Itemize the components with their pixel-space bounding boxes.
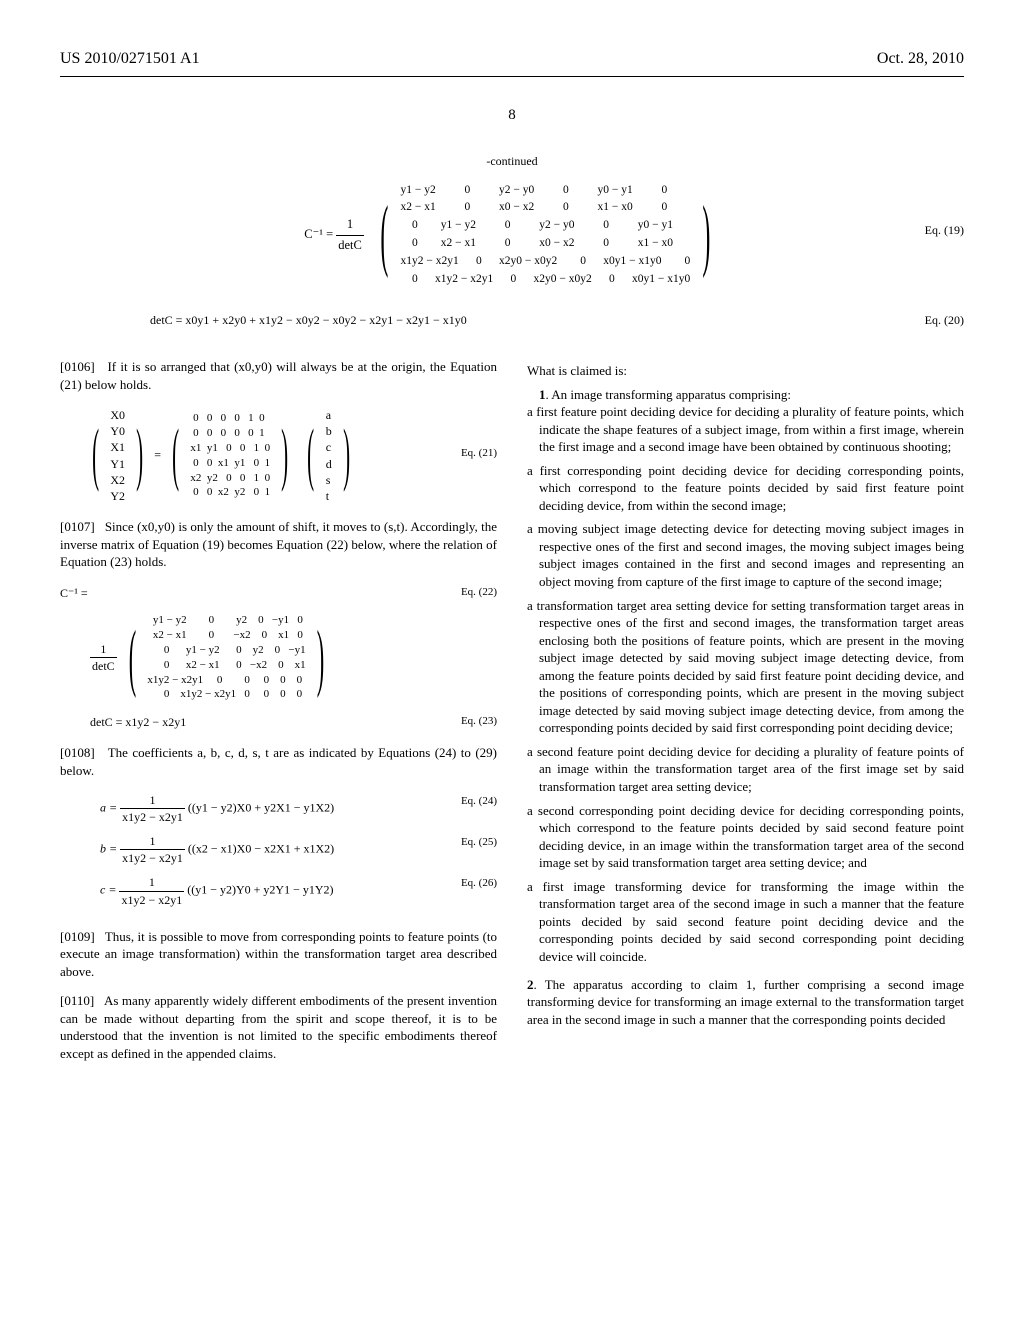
- publication-number: US 2010/0271501 A1: [60, 50, 200, 68]
- claim-2: 2. The apparatus according to claim 1, f…: [527, 976, 964, 1029]
- eq19-label: Eq. (19): [925, 223, 964, 238]
- claims-intro: What is claimed is:: [527, 362, 964, 380]
- header-rule: [60, 76, 964, 77]
- page-header: US 2010/0271501 A1 Oct. 28, 2010: [60, 50, 964, 68]
- para-0109: [0109] Thus, it is possible to move from…: [60, 928, 497, 981]
- equation-25: b = 1x1y2 − x2y1 ((x2 − x1)X0 − x2X1 + x…: [100, 833, 497, 866]
- para-0108: [0108] The coefficients a, b, c, d, s, t…: [60, 744, 497, 779]
- left-column: [0106] If it is so arranged that (x0,y0)…: [60, 358, 497, 1075]
- claim-1e: a second feature point deciding device f…: [527, 743, 964, 796]
- claim-1c: a moving subject image detecting device …: [527, 520, 964, 590]
- equation-19: C⁻¹ = 1 detC ( y1 − y2 0 y2 − y0 0 y0 − …: [60, 173, 964, 297]
- publication-date: Oct. 28, 2010: [877, 50, 964, 68]
- claim-1g: a first image transforming device for tr…: [527, 878, 964, 966]
- two-column-body: [0106] If it is so arranged that (x0,y0)…: [60, 358, 964, 1075]
- equation-21: ( X0 Y0 X1 Y1 X2 Y2 ) = ( 0 0 0 0 1 0 0 …: [84, 407, 497, 504]
- claim-1b: a first corresponding point deciding dev…: [527, 462, 964, 515]
- claim-1: 1. An image transforming apparatus compr…: [527, 386, 964, 966]
- right-column: What is claimed is: 1. An image transfor…: [527, 358, 964, 1075]
- eq23-label: Eq. (23): [461, 714, 497, 729]
- para-0110: [0110] As many apparently widely differe…: [60, 992, 497, 1062]
- equation-22: C⁻¹ = Eq. (22) 1 detC ( y1 − y2 0 y2 0 −…: [60, 585, 497, 731]
- equation-20: detC = x0y1 + x2y0 + x1y2 − x0y2 − x0y2 …: [150, 313, 964, 328]
- claim-1d: a transformation target area setting dev…: [527, 597, 964, 737]
- claim-1a: a first feature point deciding device fo…: [527, 403, 964, 456]
- page-number: 8: [60, 107, 964, 124]
- eq19-fraction: 1 detC: [336, 215, 364, 255]
- equation-24: a = 1x1y2 − x2y1 ((y1 − y2)X0 + y2X1 − y…: [100, 792, 497, 825]
- eq19-matrix: ( y1 − y2 0 y2 − y0 0 y0 − y1 0 x2 − x1 …: [371, 173, 720, 297]
- eq22-fraction: 1 detC: [90, 641, 117, 674]
- continued-label: -continued: [60, 154, 964, 169]
- eq19-lhs: C⁻¹ =: [304, 227, 336, 241]
- eq21-label: Eq. (21): [461, 446, 497, 461]
- eq20-label: Eq. (20): [925, 313, 964, 328]
- equation-23: detC = x1y2 − x2y1: [90, 715, 186, 729]
- para-0107: [0107] Since (x0,y0) is only the amount …: [60, 518, 497, 571]
- eq22-label: Eq. (22): [461, 585, 497, 600]
- equation-26: c = 1x1y2 − x2y1 ((y1 − y2)Y0 + y2Y1 − y…: [100, 874, 497, 907]
- claim-1f: a second corresponding point deciding de…: [527, 802, 964, 872]
- para-0106: [0106] If it is so arranged that (x0,y0)…: [60, 358, 497, 393]
